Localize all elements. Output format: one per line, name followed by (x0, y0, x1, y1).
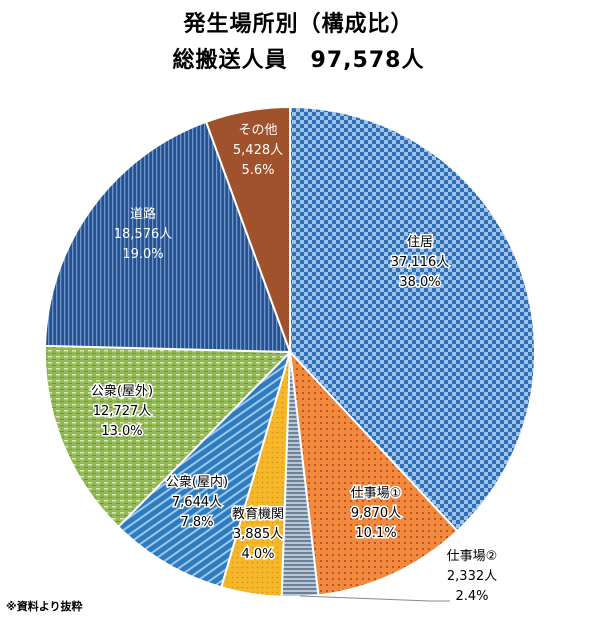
pie-slice-1 (288, 349, 459, 597)
slice-label-name: 公衆(屋外) (91, 383, 153, 399)
chart-subtitle: 総搬送人員 97,578人 (172, 48, 425, 73)
pie-slice-4 (116, 351, 291, 589)
slice-label-percent: 13.0% (101, 424, 142, 439)
chart-title: 発生場所別（構成比） (183, 12, 414, 37)
slice-label-name: 仕事場② (447, 549, 498, 564)
slice-label-name: 公衆(屋内) (166, 474, 228, 490)
slice-label-count: 37,116人 (391, 255, 450, 270)
leader-line (299, 595, 450, 602)
slice-label-percent: 10.1% (355, 526, 396, 541)
pie-slice-7 (204, 105, 291, 353)
slice-label-count: 5,428人 (233, 143, 283, 158)
slice-label-count: 9,870人 (351, 506, 401, 521)
slice-label-count: 18,576人 (114, 227, 173, 242)
slice-label-count: 12,727人 (93, 404, 152, 419)
slice-label-name: 住居 (407, 235, 433, 250)
pie-slice-6 (44, 120, 292, 354)
source-note: ※資料より抜粋 (6, 600, 83, 613)
pie-slice-5 (44, 344, 293, 529)
slice-label-count: 3,885人 (233, 527, 283, 542)
slice-label-name: その他 (238, 123, 277, 138)
slice-label-name: 教育機関 (232, 506, 284, 522)
slice-label-percent: 2.4% (455, 589, 488, 604)
slice-label-name: 道路 (130, 206, 156, 222)
slice-label-percent: 19.0% (122, 247, 163, 262)
pie-slice-0 (289, 105, 536, 533)
slice-label-count: 2,332人 (447, 569, 497, 584)
slice-label-percent: 5.6% (241, 163, 274, 178)
slice-label-name: 仕事場① (351, 486, 402, 501)
slice-label-percent: 38.0% (399, 275, 440, 290)
slice-label-count: 7,644人 (172, 495, 222, 510)
slice-label-percent: 7.8% (180, 515, 213, 530)
slice-label-percent: 4.0% (241, 547, 274, 562)
